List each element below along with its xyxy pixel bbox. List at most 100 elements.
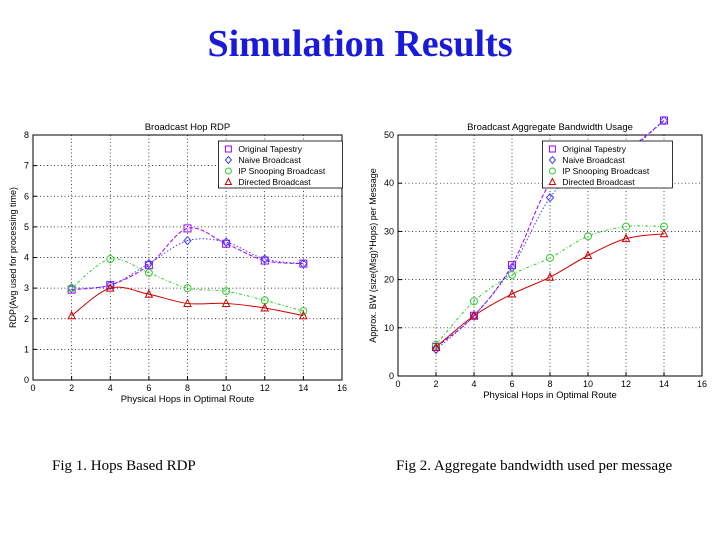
chart1-legend-marker [224, 145, 232, 153]
chart2-data-point [545, 272, 555, 281]
chart2-data-point [508, 261, 516, 270]
chart1-x-tick-label: 6 [146, 383, 151, 393]
chart1-legend-marker [224, 177, 233, 185]
slide-title: Simulation Results [207, 23, 513, 65]
chart1-y-tick-label: 8 [24, 130, 29, 140]
chart2-x-axis-label: Physical Hops in Optimal Route [483, 390, 617, 401]
chart1-legend-label: IP Snooping Broadcast [238, 166, 325, 176]
chart1-x-tick-label: 16 [337, 383, 347, 393]
chart2-y-tick-label: 0 [389, 371, 394, 381]
chart1-data-point [106, 280, 115, 290]
chart2-y-tick-label: 40 [384, 178, 394, 188]
chart1-data-point [222, 287, 231, 296]
chart2-x-tick-label: 10 [583, 379, 593, 389]
chart1-data-point [221, 237, 231, 247]
chart2-legend-marker [548, 145, 556, 153]
chart1-x-tick-label: 0 [30, 383, 35, 393]
chart1-legend-label: Directed Broadcast [238, 177, 311, 187]
chart2-data-point [431, 341, 441, 351]
chart2-y-tick-label: 50 [384, 130, 394, 140]
chart2-y-tick-label: 10 [384, 323, 394, 333]
chart1-x-tick-label: 14 [298, 383, 308, 393]
chart1-data-point [222, 239, 231, 248]
chart2-x-tick-label: 6 [509, 379, 514, 389]
chart2-data-point [546, 253, 554, 262]
chart2-x-tick-label: 8 [547, 379, 552, 389]
chart1-y-tick-label: 3 [24, 283, 29, 293]
chart1-x-tick-label: 2 [69, 383, 74, 393]
chart2-data-point [659, 115, 669, 126]
chart2-data-point [508, 270, 516, 279]
chart2-data-point [507, 288, 517, 298]
chart1-x-tick-label: 4 [108, 383, 113, 393]
chart2-x-tick-label: 16 [697, 379, 707, 389]
chart2-x-tick-label: 4 [471, 379, 476, 389]
chart2-legend-marker [548, 155, 557, 165]
chart2-legend-marker [548, 177, 557, 185]
chart1-data-point [67, 310, 76, 320]
chart2-y-tick-label: 30 [384, 226, 394, 236]
chart1-data-point [260, 302, 270, 312]
figure-2-caption: Fig 2. Aggregate bandwidth used per mess… [396, 458, 673, 474]
chart1-series-line [71, 258, 304, 312]
chart1-data-point [299, 258, 308, 269]
chart1-data-point [299, 310, 308, 320]
chart2-x-tick-label: 14 [659, 379, 669, 389]
chart1-y-tick-label: 5 [24, 222, 29, 232]
chart1-data-point [105, 283, 115, 292]
chart2-x-tick-label: 0 [395, 379, 400, 389]
chart2-y-axis-label: Approx. BW (size(Msg)*Hops) per Message [368, 168, 378, 343]
chart1-legend-label: Original Tapestry [238, 144, 302, 154]
chart2-legend-label: Directed Broadcast [562, 177, 635, 187]
chart1-x-tick-label: 8 [185, 383, 190, 393]
chart1-data-point [106, 255, 115, 264]
chart1-data-point [144, 261, 153, 270]
chart1-data-point [183, 235, 192, 246]
chart2-legend-label: Naive Broadcast [562, 155, 625, 165]
chart1-y-tick-label: 0 [24, 375, 29, 385]
chart1-y-tick-label: 2 [24, 314, 29, 324]
chart1-data-point [144, 268, 153, 277]
chart1-y-axis-label: RDP(Avg used for processing time) [8, 187, 18, 328]
chart1-x-tick-label: 12 [260, 383, 270, 393]
chart1-x-tick-label: 10 [221, 383, 231, 393]
chart1-y-tick-label: 4 [24, 253, 29, 263]
chart1-data-point [183, 284, 192, 293]
chart2-data-point [622, 222, 630, 231]
chart1-data-point [144, 289, 154, 298]
chart1-y-tick-label: 6 [24, 191, 29, 201]
chart2-data-point [621, 233, 631, 243]
chart2-data-point [545, 192, 555, 203]
chart2-series-line [435, 225, 665, 345]
chart1-data-point [260, 256, 269, 265]
chart2-legend-marker [548, 167, 556, 175]
figure-1-caption: Fig 1. Hops Based RDP [52, 458, 196, 474]
chart1-legend-box [217, 140, 343, 189]
chart1-data-point [260, 254, 269, 264]
chart1-data-point [299, 307, 308, 316]
chart1-data-point [183, 224, 192, 233]
chart1-data-point [67, 284, 76, 293]
chart1-title: Broadcast Hop RDP [145, 122, 231, 133]
chart2-data-point [470, 297, 478, 306]
chart2-x-tick-label: 12 [621, 379, 631, 389]
chart2-data-point [659, 228, 669, 238]
chart2-series-line [435, 233, 665, 348]
chart1-data-point [221, 298, 231, 307]
chart1-legend-marker [224, 167, 232, 175]
chart2-y-tick-label: 20 [384, 275, 394, 285]
chart2-data-point [469, 310, 479, 320]
chart2-title: Broadcast Aggregate Bandwidth Usage [467, 122, 633, 133]
chart1-y-tick-label: 7 [24, 161, 29, 171]
chart1-legend-marker [224, 155, 233, 165]
chart2-data-point [584, 232, 592, 241]
chart2-legend-label: Original Tapestry [562, 144, 626, 154]
chart2-legend-label: IP Snooping Broadcast [562, 166, 649, 176]
chart1-legend-label: Naive Broadcast [238, 155, 301, 165]
chart2-data-point [583, 250, 593, 259]
chart1-series-line [71, 286, 304, 317]
chart1-x-axis-label: Physical Hops in Optimal Route [121, 394, 255, 405]
chart1-data-point [144, 258, 154, 269]
chart2-x-tick-label: 2 [433, 379, 438, 389]
